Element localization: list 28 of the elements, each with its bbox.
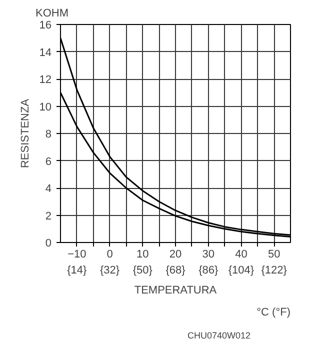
- y-tick-label: 12: [39, 74, 52, 86]
- x2-tick-label: {122}: [261, 264, 288, 276]
- x-tick-label: 30: [202, 248, 214, 260]
- y-tick-label: 2: [45, 210, 52, 222]
- x-tick-label: 50: [268, 248, 280, 260]
- y-tick-label: 14: [39, 46, 52, 59]
- y-tick-label: 4: [45, 183, 52, 195]
- x-axis-title: TEMPERATURA: [134, 284, 218, 296]
- text: °C (°F): [256, 306, 290, 318]
- y-tick-label: 10: [39, 101, 52, 114]
- x2-tick-label: {50}: [132, 264, 153, 276]
- x2-tick-label: {86}: [198, 264, 218, 276]
- x-tick-label: 40: [235, 248, 248, 260]
- y-axis-title: RESISTENZA: [19, 98, 32, 168]
- y-tick-label: 16: [39, 20, 52, 32]
- y-tick-label: 0: [45, 238, 52, 250]
- x-tick-label: 0: [106, 248, 113, 260]
- x2-tick-label: {32}: [100, 264, 120, 276]
- x-tick-label: 10: [136, 248, 149, 260]
- x2-tick-label: {104}: [228, 264, 254, 276]
- x2-tick-label: {68}: [166, 264, 186, 276]
- x-tick-label: −10: [68, 248, 86, 260]
- x-tick-label: 20: [169, 248, 182, 260]
- y-tick-label: 6: [45, 156, 52, 168]
- text: CHU0740W012: [187, 330, 250, 340]
- y-tick-label: 8: [45, 128, 52, 140]
- x2-tick-label: {14}: [67, 264, 88, 276]
- text: KOHM: [36, 8, 68, 20]
